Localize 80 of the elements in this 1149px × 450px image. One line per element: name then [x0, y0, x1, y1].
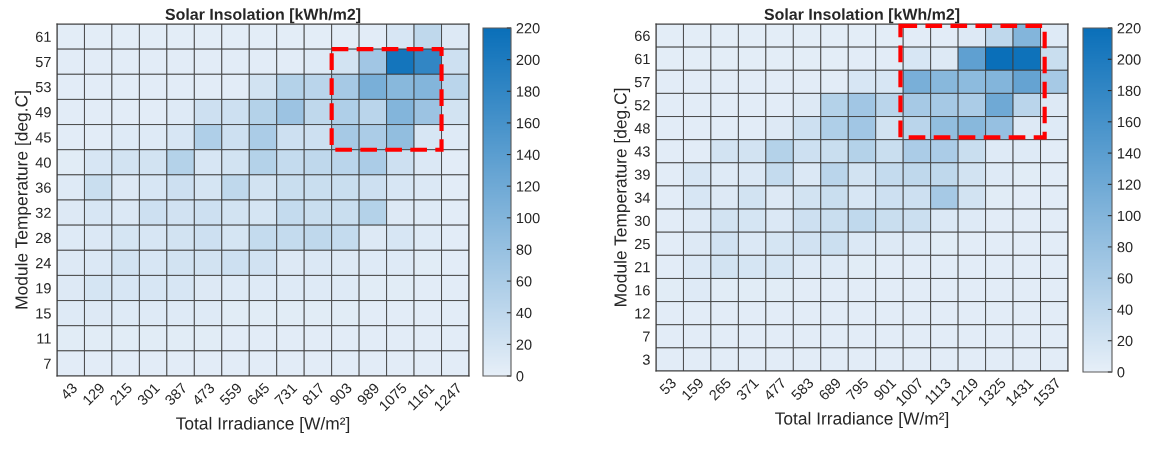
x-tick-label: 473: [191, 382, 216, 407]
x-tick-label: 43: [59, 382, 78, 401]
color-bar-label: 160: [1117, 116, 1141, 128]
x-tick-label: 689: [818, 377, 842, 401]
y-tick-label: 16: [635, 285, 650, 296]
y-tick-label: 66: [634, 30, 650, 41]
y-tick-label: 7: [643, 331, 650, 342]
y-tick-label: 15: [36, 308, 51, 319]
color-bar-label: 120: [516, 181, 540, 192]
y-tick-label: 28: [35, 232, 51, 244]
x-tick-label: 583: [790, 377, 815, 401]
color-bar-label: 80: [516, 244, 532, 255]
color-bar-label: 20: [1117, 335, 1133, 347]
x-tick-label: 215: [109, 382, 133, 406]
y-tick-label: 24: [35, 257, 52, 269]
x-tick-label: 903: [328, 382, 353, 406]
y-tick-label: 45: [35, 132, 51, 143]
y-tick-label: 34: [634, 192, 651, 203]
x-tick-label: 371: [735, 377, 760, 401]
y-tick-label: 11: [37, 333, 51, 344]
y-axis-title: Module Temperature [deg.C]: [14, 91, 32, 309]
x-tick-label: 559: [219, 382, 243, 406]
y-tick-label: 53: [35, 81, 51, 93]
x-tick-label: 53: [658, 377, 677, 396]
color-bar-label: 20: [516, 339, 532, 350]
x-axis-title: Total Irradiance [W/m²]: [775, 411, 949, 429]
y-tick-label: 52: [634, 100, 650, 111]
x-tick-label: 387: [164, 382, 188, 406]
y-tick-label: 19: [36, 283, 51, 294]
x-tick-label: 301: [136, 382, 161, 406]
chart-title: Solar Insolation [kWh/m2]: [165, 8, 361, 24]
color-bar-label: 80: [1117, 242, 1133, 253]
x-tick-label: 989: [356, 382, 380, 406]
y-tick-label: 39: [634, 169, 650, 180]
color-bar-label: 40: [1117, 304, 1133, 315]
y-tick-label: 32: [35, 207, 51, 218]
color-bar-label: 200: [516, 54, 540, 66]
x-tick-label: 795: [845, 377, 870, 401]
y-tick-label: 7: [44, 358, 51, 369]
color-bar-label: 140: [516, 149, 540, 160]
color-bar-label: 100: [516, 212, 540, 224]
color-bar-label: 60: [1117, 273, 1133, 284]
y-tick-label: 30: [634, 215, 650, 227]
color-bar-label: 160: [516, 118, 540, 129]
color-bar-label: 100: [1117, 210, 1141, 222]
y-tick-label: 12: [635, 308, 650, 319]
color-bar-label: 40: [516, 307, 532, 319]
x-tick-label: 159: [681, 377, 705, 401]
x-tick-label: 817: [301, 382, 325, 406]
y-tick-label: 61: [634, 53, 650, 65]
color-bar-label: 220: [516, 23, 540, 34]
y-tick-label: 57: [35, 56, 51, 68]
y-tick-label: 25: [634, 238, 650, 250]
color-bar-label: 180: [1117, 85, 1141, 96]
y-tick-label: 48: [634, 123, 650, 134]
y-tick-label: 36: [35, 182, 51, 193]
x-tick-label: 901: [873, 377, 897, 401]
color-bar-label: 220: [1117, 23, 1141, 34]
y-tick-label: 43: [634, 146, 650, 157]
color-bar-label: 0: [516, 371, 524, 382]
color-bar-label: 140: [1117, 148, 1141, 159]
color-bar-label: 120: [1117, 179, 1141, 190]
color-bar-label: 200: [1117, 54, 1141, 65]
y-tick-label: 3: [642, 354, 650, 365]
color-bar-label: 180: [516, 86, 540, 97]
x-tick-label: 477: [763, 377, 787, 401]
y-tick-label: 57: [634, 77, 650, 88]
y-tick-label: 40: [35, 157, 51, 168]
chart-title: Solar Insolation [kWh/m2]: [764, 8, 960, 24]
y-tick-label: 21: [634, 262, 650, 273]
color-bar-label: 60: [516, 276, 532, 287]
x-tick-label: 129: [82, 382, 106, 406]
color-bar-label: 0: [1117, 367, 1125, 378]
x-tick-label: 645: [246, 382, 271, 406]
y-tick-label: 49: [35, 107, 51, 118]
y-axis-title: Module Temperature [deg.C]: [613, 88, 631, 306]
x-axis-title: Total Irradiance [W/m²]: [176, 416, 350, 434]
x-tick-label: 731: [274, 382, 298, 406]
y-tick-label: 61: [35, 31, 51, 42]
x-tick-label: 265: [708, 377, 732, 401]
